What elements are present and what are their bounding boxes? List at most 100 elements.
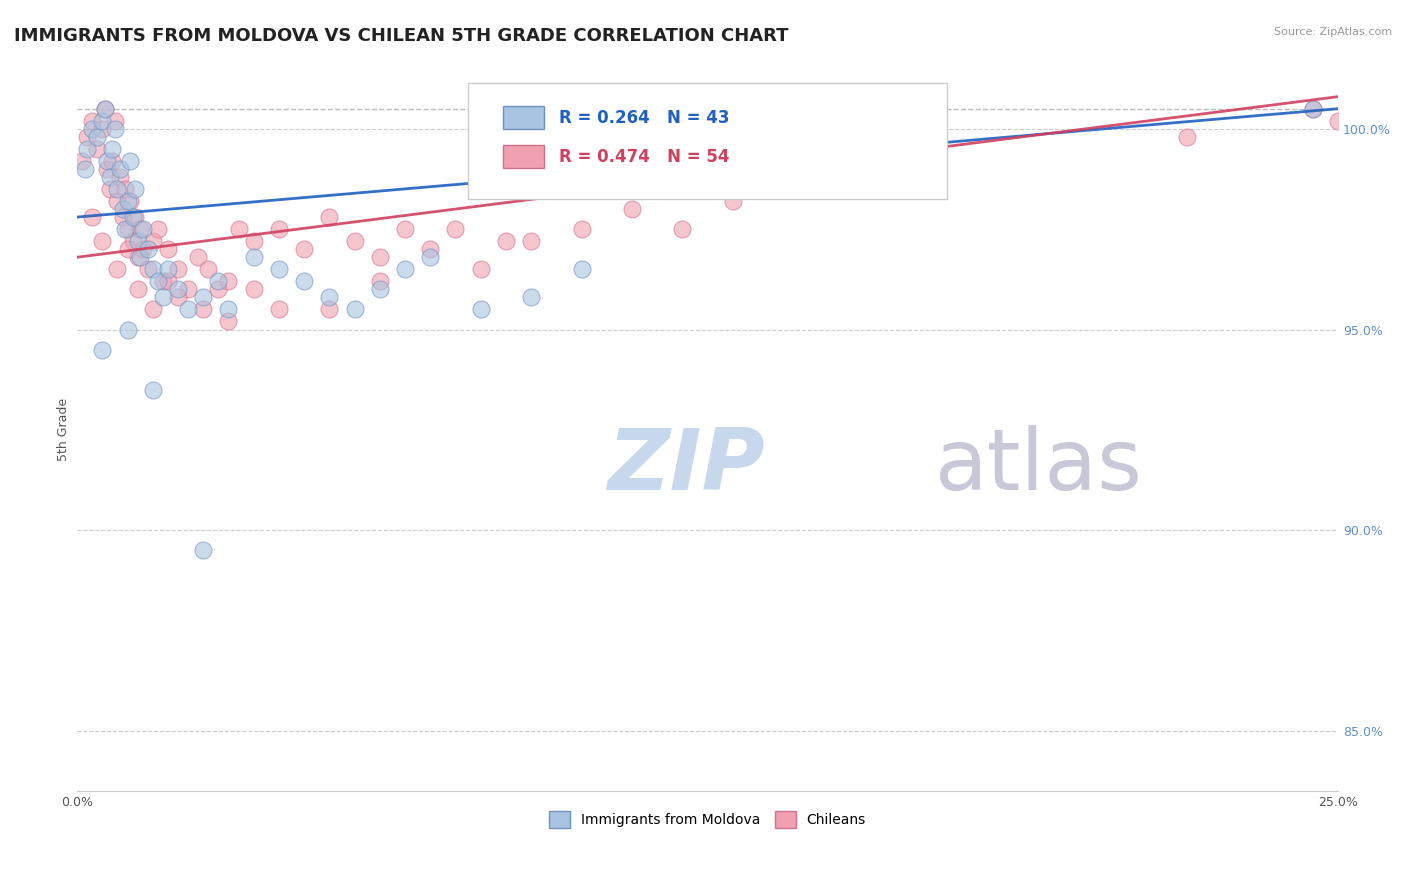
Point xyxy=(197,262,219,277)
Text: IMMIGRANTS FROM MOLDOVA VS CHILEAN 5TH GRADE CORRELATION CHART: IMMIGRANTS FROM MOLDOVA VS CHILEAN 5TH G… xyxy=(14,27,789,45)
Point xyxy=(470,262,492,277)
Point xyxy=(104,121,127,136)
Point xyxy=(98,169,121,184)
Point xyxy=(207,274,229,288)
Point xyxy=(571,262,593,277)
Point xyxy=(94,102,117,116)
Point xyxy=(91,121,114,136)
Point xyxy=(146,222,169,236)
Point xyxy=(267,262,290,277)
Point xyxy=(1175,129,1198,144)
Point xyxy=(394,262,416,277)
Point xyxy=(419,250,441,264)
Point xyxy=(107,194,129,208)
Point xyxy=(772,182,794,196)
Point xyxy=(146,274,169,288)
Text: Source: ZipAtlas.com: Source: ZipAtlas.com xyxy=(1274,27,1392,37)
Point xyxy=(368,250,391,264)
Point xyxy=(187,250,209,264)
Point xyxy=(242,282,264,296)
Point xyxy=(117,322,139,336)
Point xyxy=(217,302,239,317)
Point xyxy=(86,129,108,144)
Point xyxy=(117,242,139,256)
Point xyxy=(368,274,391,288)
Point xyxy=(318,290,340,304)
Point xyxy=(136,262,159,277)
Point xyxy=(671,222,693,236)
Point xyxy=(156,262,179,277)
Point xyxy=(1302,102,1324,116)
Point xyxy=(193,302,215,317)
Point xyxy=(495,234,517,248)
Point xyxy=(142,262,165,277)
Point xyxy=(343,302,366,317)
Point xyxy=(82,121,104,136)
Legend: Immigrants from Moldova, Chileans: Immigrants from Moldova, Chileans xyxy=(543,804,873,835)
Point xyxy=(124,182,146,196)
Point xyxy=(91,113,114,128)
Point xyxy=(177,302,200,317)
Point xyxy=(152,274,174,288)
Point xyxy=(127,234,149,248)
Point xyxy=(193,290,215,304)
Point xyxy=(111,202,134,216)
Point xyxy=(242,234,264,248)
Point xyxy=(124,210,146,224)
Text: R = 0.264   N = 43: R = 0.264 N = 43 xyxy=(558,109,730,127)
Point xyxy=(1327,113,1350,128)
FancyBboxPatch shape xyxy=(468,83,948,199)
Point xyxy=(127,250,149,264)
Point xyxy=(131,242,153,256)
Point xyxy=(73,161,96,176)
Point xyxy=(267,222,290,236)
Point xyxy=(121,210,143,224)
Point xyxy=(142,383,165,397)
Point xyxy=(107,262,129,277)
Point xyxy=(91,343,114,357)
Point xyxy=(242,250,264,264)
Point xyxy=(470,302,492,317)
Point xyxy=(82,210,104,224)
Point xyxy=(292,242,315,256)
Point xyxy=(318,210,340,224)
Text: ZIP: ZIP xyxy=(607,425,765,508)
Point xyxy=(217,274,239,288)
Point xyxy=(167,290,190,304)
FancyBboxPatch shape xyxy=(503,106,544,129)
Point xyxy=(107,182,129,196)
Point xyxy=(120,153,142,168)
Point xyxy=(318,302,340,317)
Point xyxy=(114,222,136,236)
Point xyxy=(167,262,190,277)
Point xyxy=(117,194,139,208)
Point xyxy=(142,302,165,317)
Point xyxy=(86,142,108,156)
Point xyxy=(177,282,200,296)
Point xyxy=(96,153,118,168)
Point xyxy=(873,142,896,156)
Point xyxy=(721,194,744,208)
Point xyxy=(129,250,152,264)
FancyBboxPatch shape xyxy=(503,145,544,169)
Point xyxy=(142,234,165,248)
Point xyxy=(207,282,229,296)
Point xyxy=(121,234,143,248)
Point xyxy=(101,142,124,156)
Point xyxy=(217,314,239,328)
Point xyxy=(228,222,250,236)
Point xyxy=(120,194,142,208)
Point xyxy=(108,161,131,176)
Point xyxy=(152,290,174,304)
Point xyxy=(127,282,149,296)
Point xyxy=(104,113,127,128)
Point xyxy=(94,102,117,116)
Point xyxy=(621,202,644,216)
Point xyxy=(167,282,190,296)
Point xyxy=(1302,102,1324,116)
Point xyxy=(70,153,93,168)
Point xyxy=(520,234,543,248)
Point xyxy=(267,302,290,317)
Point xyxy=(82,113,104,128)
Point xyxy=(76,142,98,156)
